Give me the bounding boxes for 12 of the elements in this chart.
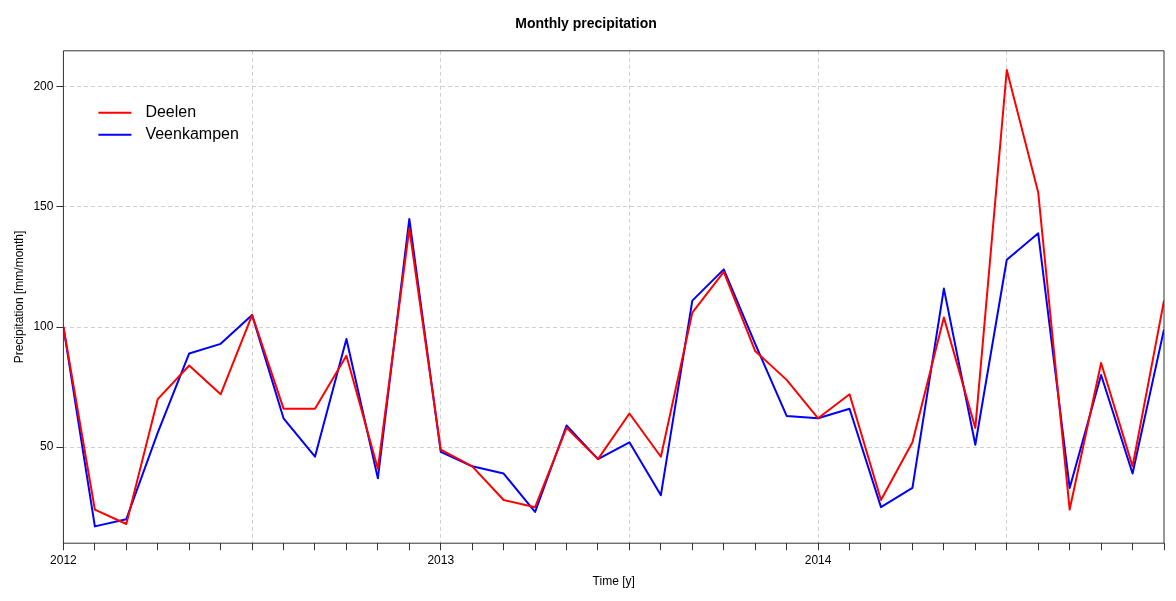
legend-label: Deelen [145, 103, 197, 121]
chart-title: Monthly precipitation [515, 15, 657, 32]
legend-label: Veenkampen [145, 125, 239, 143]
y-tick-label: 200 [33, 79, 54, 94]
x-tick-label: 2013 [427, 552, 455, 567]
y-tick-label: 50 [40, 439, 54, 454]
x-tick-label: 2014 [804, 552, 832, 567]
y-tick-label: 100 [33, 319, 54, 334]
y-tick-label: 150 [33, 199, 54, 214]
x-axis-title: Time [y] [592, 574, 635, 589]
y-axis-title: Precipitation [mm/month] [11, 230, 26, 364]
x-tick-label: 2012 [50, 552, 78, 567]
